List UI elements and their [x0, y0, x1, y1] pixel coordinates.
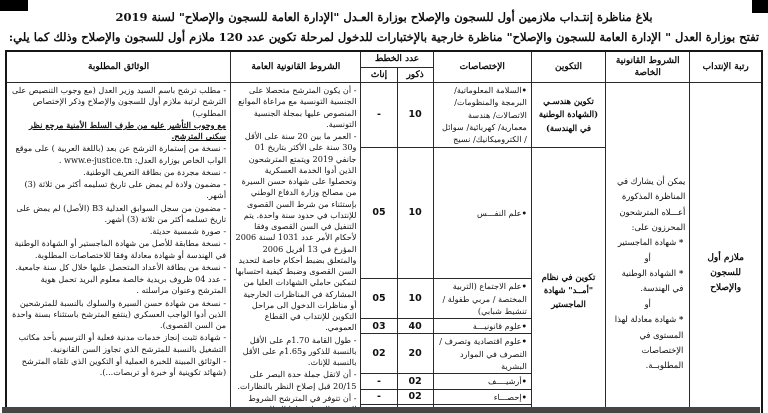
- header-row: رتبة الإنتداب الشروط القانونية الخاصة ال…: [5, 50, 763, 84]
- males-count-cell: 02: [396, 388, 434, 405]
- table-row: أرشيــــف 02 -: [6, 373, 762, 390]
- general-condition-item: العمر ما بين 20 سنة على الأقل و30 سنة عل…: [235, 131, 356, 334]
- males-count-cell: 10: [396, 82, 434, 148]
- table-row: علم الاجتماع (التربية المختصة / مربي طفو…: [6, 278, 762, 320]
- table-row: إحصـــاء 02 -: [6, 388, 762, 405]
- document-item: نسخة من شهادة حسن السيرة والسلوك بالنسبة…: [11, 298, 226, 332]
- header-special-conditions: الشروط القانونية الخاصة: [605, 50, 691, 84]
- general-condition-item: طول القامة 1.70م على الأقل بالنسبة للذكو…: [235, 335, 357, 369]
- specialty-cell: السلامة المعلوماتية/ البرمجة والمنظومات/…: [432, 82, 532, 148]
- males-count-cell: 40: [396, 318, 434, 335]
- general-conditions-cell: أن يكون المترشح متحصلا على الجنسية التون…: [230, 82, 362, 413]
- announcement-title: بلاغ مناظرة إنتـداب ملازمين أول للسجون و…: [115, 10, 653, 24]
- announcement-subtitle: تفتح بوزارة العدل " الإدارة العامة للسجو…: [8, 30, 760, 44]
- specialty-cell: إحصـــاء: [432, 388, 532, 405]
- males-count-cell: 02: [396, 373, 434, 390]
- title-block: بلاغ مناظرة إنتـداب ملازمين أول للسجون و…: [0, 0, 768, 47]
- document-item: شهادة تثبت إنجاز خدمات مدنية فعلية أو ال…: [11, 332, 226, 355]
- table-row: ملازم أول للسجون والإصلاح يمكن أن يشارك …: [5, 82, 763, 413]
- special-condition-option: شهادة معادلة لهذا المستوى في الإختصاصات …: [610, 312, 685, 373]
- or-label: أو: [644, 298, 651, 309]
- training-cell: تكوين هندسـي (الشهادة الوطنية في الهندسة…: [530, 82, 607, 148]
- recruitment-table: رتبة الإنتداب الشروط القانونية الخاصة ال…: [5, 50, 763, 413]
- header-documents: الوثائق المطلوبة: [5, 50, 232, 84]
- header-subrow: ذكور إناث: [6, 66, 762, 84]
- header-general-conditions: الشروط القانونية العامة: [230, 50, 362, 84]
- special-conditions-cell: يمكن أن يشارك في المناظرة المذكورة أعـــ…: [605, 82, 691, 413]
- header-males: ذكور: [396, 66, 434, 84]
- document-item: نسخة مجردة من بطاقة التعريف الوطنية.: [11, 167, 226, 178]
- scan-artifact-top-right: [752, 0, 768, 13]
- document-item: الوثائق المبينة للخبرة العملية أو التكوي…: [11, 356, 226, 379]
- specialty-cell: علوم اقتصادية وتصرف / التصرف في الموارد …: [432, 333, 532, 375]
- females-count-cell: 05: [360, 146, 398, 280]
- table-row: علوم قانونيـــة 40 03: [6, 318, 762, 335]
- females-count-cell: -: [360, 388, 398, 405]
- header-rank: رتبة الإنتداب: [689, 50, 763, 84]
- table-row: علوم اقتصادية وتصرف / التصرف في الموارد …: [6, 333, 762, 375]
- document-item: مضمون من سجل السوابق العدلية B3 (الأصل) …: [11, 203, 226, 226]
- header-training: التكوين: [530, 50, 607, 84]
- document-note: مع وجوب التأشير عليه من طرف السلط الأمني…: [29, 119, 227, 142]
- document-item: صورة شمسية حديثة.: [11, 226, 226, 237]
- specialty-cell: أرشيــــف: [432, 373, 532, 390]
- special-conditions-intro: يمكن أن يشارك في المناظرة المذكورة أعـــ…: [617, 176, 686, 233]
- header-females: إناث: [360, 66, 398, 84]
- general-condition-item: أن لاتقل جملة حدة البصر على 20/15 قبل إص…: [235, 369, 356, 392]
- females-count-cell: 03: [360, 318, 398, 335]
- special-condition-option: الشهادة الوطنية في الهندسة.: [610, 266, 685, 297]
- females-count-cell: -: [360, 82, 398, 148]
- header-posts-count: عدد الخطط: [360, 50, 434, 68]
- header-specialties: الإختصاصات: [432, 50, 532, 84]
- females-count-cell: -: [360, 373, 398, 390]
- scan-artifact-top-left: [0, 0, 28, 11]
- special-condition-option: شهادة الماجستير: [610, 235, 685, 250]
- document-item: مطلب ترشح باسم السيد وزير العدل (مع وجوب…: [11, 85, 226, 119]
- general-condition-item: أن يكون المترشح متحصلا على الجنسية التون…: [235, 85, 356, 130]
- document-item: نسخة من إستمارة الترشح عن بعد (باللغة ال…: [11, 143, 226, 166]
- training-cell: تكوين في نظام "أمــد" شهادة الماجستير: [530, 146, 607, 413]
- specialty-cell: علم النفـــس: [432, 146, 532, 280]
- documents-cell: مطلب ترشح باسم السيد وزير العدل (مع وجوب…: [5, 82, 232, 413]
- table-row: تكوين في نظام "أمــد" شهادة الماجستير عل…: [6, 146, 762, 413]
- specialty-cell: علم الاجتماع (التربية المختصة / مربي طفو…: [432, 278, 532, 320]
- females-count-cell: 02: [360, 333, 398, 375]
- scan-artifact-bottom-bar: [2, 407, 760, 413]
- document-item: عدد 04 ظروف بريدية خالصة معلوم البريد تح…: [11, 274, 226, 297]
- males-count-cell: 10: [396, 278, 434, 320]
- document-item: مضمون ولادة لم يمض على تاريخ تسليمه أكثر…: [11, 179, 226, 202]
- females-count-cell: 05: [360, 278, 398, 320]
- males-count-cell: 20: [396, 333, 434, 375]
- specialty-cell: علوم قانونيـــة: [432, 318, 532, 335]
- document-item: نسخة من بطاقة الأعداد المتحصل عليها خلال…: [11, 262, 226, 273]
- document-item: نسخة مطابقة للأصل من شهادة الماجستير أو …: [11, 238, 227, 261]
- males-count-cell: 10: [396, 146, 434, 280]
- rank-cell: ملازم أول للسجون والإصلاح: [689, 82, 763, 413]
- or-label: أو: [644, 252, 651, 263]
